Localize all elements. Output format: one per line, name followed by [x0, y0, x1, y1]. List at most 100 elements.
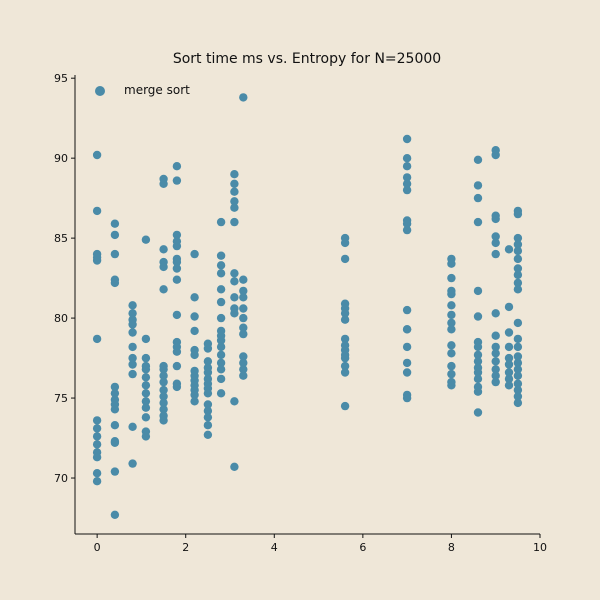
data-point — [447, 361, 456, 371]
data-point — [513, 379, 523, 388]
data-point — [513, 334, 523, 344]
data-point — [491, 371, 500, 380]
data-point — [216, 336, 226, 345]
data-point — [203, 368, 213, 377]
legend: merge sort — [95, 83, 190, 97]
data-point — [473, 312, 483, 321]
data-point — [402, 173, 412, 182]
data-point — [239, 329, 248, 339]
data-point — [402, 325, 412, 334]
data-point — [239, 358, 248, 368]
data-point — [141, 389, 151, 398]
data-point — [513, 264, 523, 273]
data-point — [172, 230, 182, 240]
data-point — [504, 381, 514, 390]
data-point — [216, 365, 226, 374]
data-point — [447, 318, 456, 328]
x-tick-label: 0 — [94, 541, 101, 554]
data-point — [128, 369, 137, 379]
data-point — [402, 393, 412, 403]
data-point — [110, 249, 120, 259]
data-point — [504, 368, 514, 377]
data-point — [513, 398, 523, 408]
data-point — [92, 150, 102, 160]
data-point — [216, 285, 226, 294]
y-axis-ticks: 70 75 80 85 90 95 — [54, 72, 75, 485]
data-point — [203, 357, 213, 366]
data-point — [159, 416, 168, 425]
data-point — [128, 328, 137, 337]
data-point — [239, 293, 248, 302]
data-point — [159, 365, 168, 374]
data-point — [203, 400, 213, 409]
data-point — [92, 432, 102, 441]
data-point — [159, 405, 168, 414]
legend-label: merge sort — [124, 83, 190, 97]
data-point — [110, 421, 120, 430]
data-point — [216, 358, 226, 368]
data-point — [141, 403, 151, 412]
data-point — [239, 286, 248, 296]
data-point — [513, 246, 523, 256]
data-point — [239, 313, 248, 323]
data-point — [491, 249, 500, 259]
data-point — [230, 179, 239, 188]
data-point — [402, 154, 412, 163]
data-point — [491, 309, 500, 318]
y-tick-label: 95 — [54, 72, 68, 85]
data-point — [513, 209, 523, 219]
data-point — [141, 334, 151, 344]
data-point — [504, 374, 514, 384]
axes — [74, 75, 540, 535]
data-point — [513, 254, 523, 264]
data-point — [159, 262, 168, 272]
data-point — [203, 430, 213, 439]
data-point — [230, 170, 239, 179]
data-point — [203, 389, 213, 398]
data-point — [340, 361, 350, 371]
data-point — [447, 369, 456, 379]
data-point — [340, 353, 350, 363]
x-tick-label: 4 — [271, 541, 278, 554]
legend-marker — [95, 86, 105, 96]
data-point — [473, 350, 483, 360]
data-point — [473, 408, 483, 417]
data-point — [402, 179, 412, 188]
data-point — [340, 309, 350, 318]
data-point — [239, 352, 248, 361]
data-point — [203, 413, 213, 422]
data-point — [513, 342, 523, 352]
data-point — [473, 342, 483, 352]
data-point — [110, 438, 120, 447]
data-point — [230, 277, 239, 286]
data-point — [216, 261, 226, 270]
data-point — [513, 352, 523, 361]
data-point — [141, 353, 151, 363]
data-point — [190, 390, 199, 400]
data-point — [491, 214, 500, 224]
data-point — [141, 365, 151, 374]
data-point — [128, 301, 137, 310]
data-point — [216, 251, 226, 260]
data-point — [402, 134, 412, 144]
data-point — [340, 334, 350, 344]
data-point — [513, 358, 523, 368]
data-point — [491, 331, 500, 340]
data-point — [473, 368, 483, 377]
data-point — [92, 440, 102, 449]
data-point — [141, 432, 151, 441]
data-point — [491, 232, 500, 241]
data-point — [172, 264, 182, 273]
data-point — [190, 249, 199, 259]
data-point — [216, 313, 226, 323]
data-point — [447, 273, 456, 283]
data-point — [172, 382, 182, 392]
data-point — [92, 206, 102, 216]
data-point — [402, 162, 412, 171]
data-point — [203, 344, 213, 353]
y-tick-label: 90 — [54, 152, 68, 165]
data-point — [473, 193, 483, 203]
data-point — [491, 365, 500, 374]
data-point — [230, 462, 239, 471]
data-point — [230, 187, 239, 196]
